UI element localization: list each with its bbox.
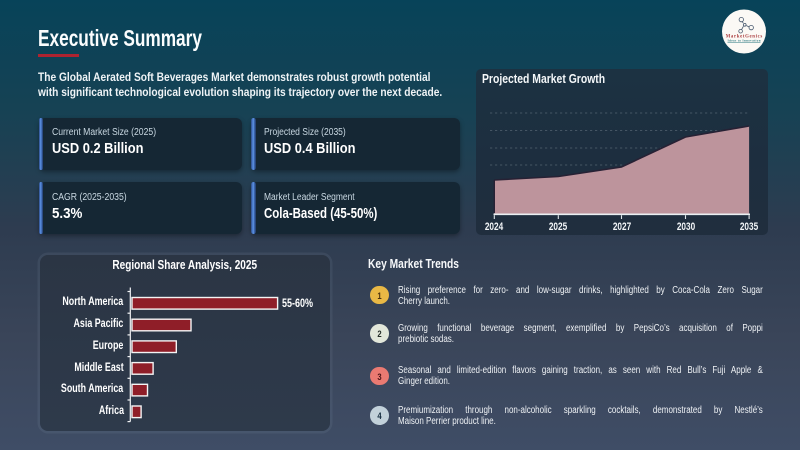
svg-text:MarketGenics: MarketGenics: [726, 34, 763, 39]
svg-text:Ideas to Innovation: Ideas to Innovation: [728, 38, 761, 42]
